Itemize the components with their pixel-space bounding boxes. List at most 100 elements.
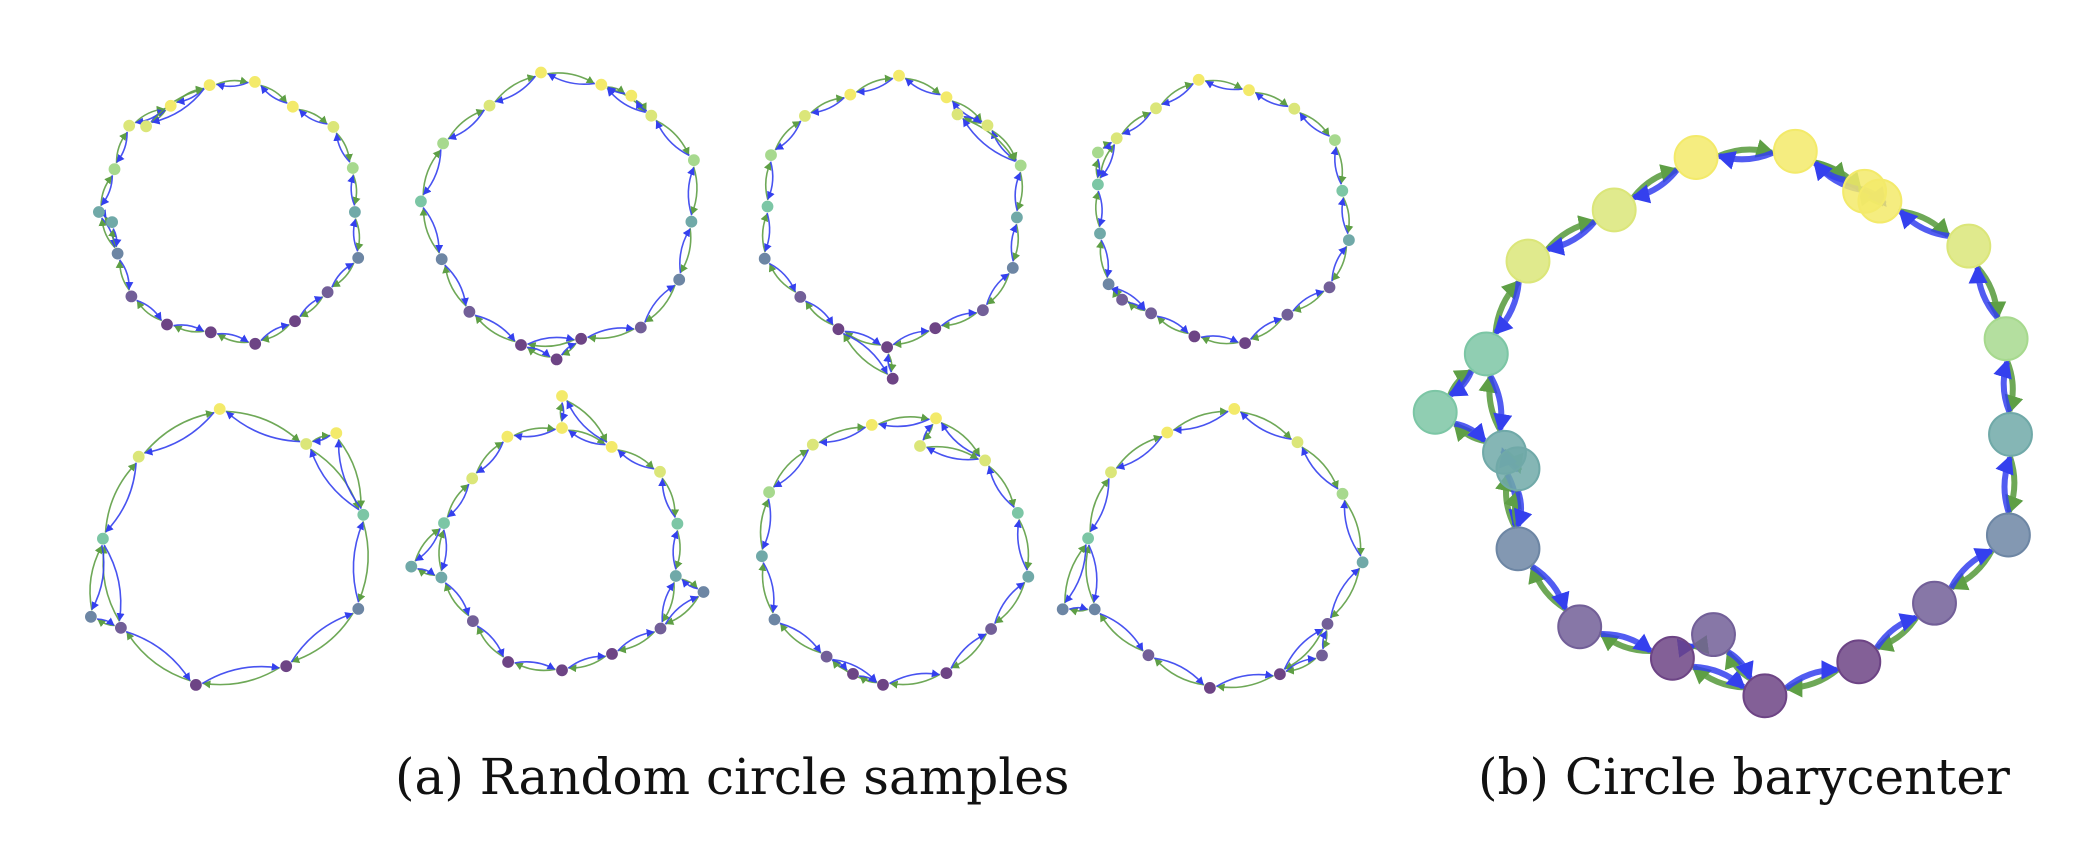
edge-green: [941, 311, 978, 330]
edges-sample-8: [1064, 407, 1365, 692]
edge-blue: [98, 209, 107, 219]
graph-node: [1288, 102, 1301, 115]
graph-node: [97, 532, 109, 545]
edge-blue: [1330, 146, 1343, 185]
graph-node: [321, 286, 334, 299]
edge-blue: [447, 483, 470, 518]
graph-node: [1495, 526, 1541, 572]
graph-node: [940, 667, 953, 679]
edge-blue: [290, 612, 354, 663]
edge-blue: [217, 332, 249, 343]
edge-blue: [526, 346, 551, 358]
edge-green: [655, 119, 690, 156]
edge-blue: [775, 120, 802, 151]
edge-blue: [1726, 649, 1754, 682]
graph-node: [535, 66, 547, 79]
graph-node: [1463, 331, 1509, 377]
edge-blue: [617, 629, 655, 652]
edge-green: [1301, 446, 1339, 489]
edge-blue: [883, 353, 893, 373]
edge-green: [352, 174, 361, 206]
edge-blue: [805, 300, 834, 325]
edge-blue: [1087, 544, 1100, 603]
graph-node: [881, 341, 893, 354]
edge-blue: [116, 131, 128, 163]
graph-node: [286, 100, 299, 113]
edge-blue: [950, 633, 987, 669]
edge-green: [674, 529, 683, 570]
edge-green: [893, 329, 930, 349]
edge-blue: [1116, 435, 1163, 470]
edge-blue: [560, 342, 577, 356]
edge-blue: [1068, 603, 1088, 611]
graph-node: [847, 668, 859, 680]
edge-green: [357, 521, 369, 603]
edge-blue: [635, 100, 648, 112]
edge-blue: [173, 323, 205, 332]
graph-node: [1495, 446, 1541, 492]
nodes-sample-3: [758, 69, 1027, 385]
edge-blue: [1600, 630, 1654, 654]
edge-blue: [476, 625, 505, 658]
edge-green: [843, 333, 889, 376]
edge-blue: [767, 161, 775, 200]
edge-blue: [994, 582, 1025, 624]
edges-sample-5: [89, 410, 369, 689]
edge-green: [1016, 171, 1024, 211]
edge-green: [1284, 628, 1324, 670]
edge-green: [690, 166, 699, 215]
graph-node: [1836, 639, 1882, 685]
graph-node: [346, 162, 359, 174]
edge-blue: [1784, 660, 1841, 691]
edge-blue: [1693, 663, 1747, 690]
graph-node: [1150, 102, 1162, 115]
graph-node: [625, 89, 638, 102]
edge-blue: [1301, 447, 1339, 490]
edges-sample-3: [760, 74, 1024, 376]
edge-green: [1099, 613, 1144, 652]
edge-blue: [100, 175, 114, 206]
edge-blue: [1292, 289, 1324, 312]
graph-node: [300, 438, 313, 450]
edge-blue: [422, 149, 442, 196]
graph-node: [654, 465, 666, 478]
edge-blue: [773, 449, 810, 488]
graph-node: [1691, 612, 1736, 658]
graph-node: [115, 621, 127, 634]
graph-node: [1912, 580, 1957, 626]
edge-blue: [1299, 112, 1330, 137]
edge-blue: [444, 582, 471, 616]
edge-blue: [1487, 374, 1513, 434]
edge-blue: [312, 434, 331, 446]
graph-node: [799, 110, 811, 122]
graph-node: [106, 216, 118, 229]
edge-green: [763, 161, 772, 201]
edge-green: [202, 666, 281, 689]
edge-green: [617, 449, 654, 469]
edge-blue: [1215, 670, 1274, 688]
graph-node: [1082, 532, 1094, 545]
graph-node: [189, 679, 202, 691]
nodes-sample-2: [414, 66, 700, 366]
graph-node: [756, 550, 768, 563]
edge-blue: [1121, 111, 1152, 136]
edge-green: [442, 265, 467, 307]
edge-blue: [1968, 264, 2000, 320]
edge-blue: [333, 132, 351, 163]
graph-node: [438, 517, 450, 529]
graph-node: [405, 560, 418, 573]
edge-green: [104, 463, 137, 533]
edge-green: [514, 662, 556, 672]
graph-node: [671, 517, 684, 530]
graph-node: [1336, 184, 1349, 197]
edge-green: [1089, 478, 1110, 533]
edge-blue: [349, 218, 359, 252]
caption-random-circle-samples: (a) Random circle samples: [395, 748, 1070, 806]
edge-blue: [1453, 420, 1487, 444]
edge-green: [89, 545, 103, 611]
graph-node: [979, 454, 991, 467]
edge-green: [606, 87, 646, 113]
edge-green: [1157, 316, 1189, 335]
graph-node: [914, 440, 926, 452]
